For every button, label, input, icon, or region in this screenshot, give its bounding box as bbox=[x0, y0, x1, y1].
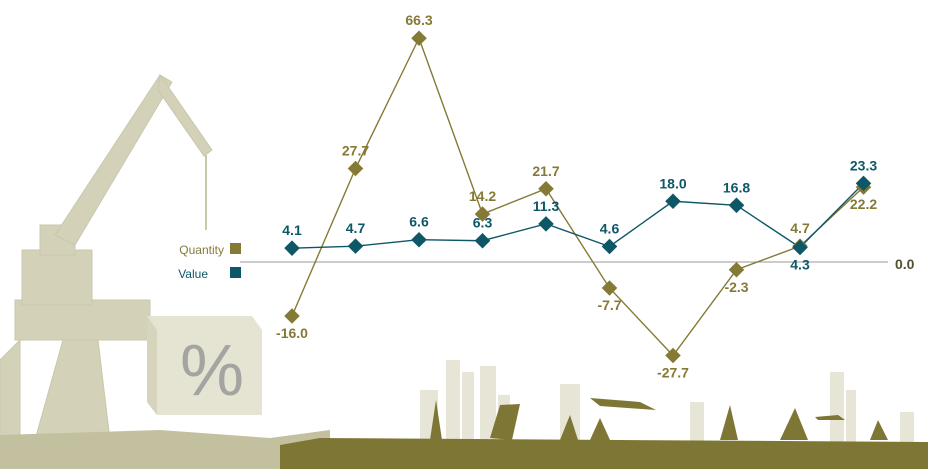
data-label-value: 4.7 bbox=[346, 220, 366, 236]
legend-swatch-quantity bbox=[230, 243, 241, 254]
data-point-quantity bbox=[284, 308, 300, 324]
data-label-quantity: -2.3 bbox=[724, 279, 748, 295]
data-label-quantity: 22.2 bbox=[850, 196, 877, 212]
data-point-quantity bbox=[538, 180, 554, 197]
data-label-quantity: 4.7 bbox=[790, 220, 810, 236]
data-point-value bbox=[538, 216, 554, 232]
data-point-value bbox=[601, 238, 618, 255]
data-point-quantity bbox=[411, 30, 427, 47]
data-point-value bbox=[284, 240, 300, 256]
harbor-crane-illustration bbox=[0, 73, 213, 461]
data-label-value: 4.1 bbox=[282, 222, 302, 238]
data-label-quantity: 21.7 bbox=[532, 163, 559, 179]
data-label-value: 6.6 bbox=[409, 214, 429, 230]
data-label-value: 4.6 bbox=[600, 220, 620, 236]
data-point-value bbox=[474, 232, 491, 249]
legend: Quantity Value bbox=[178, 243, 241, 281]
data-point-value bbox=[665, 193, 681, 210]
data-label-value: 23.3 bbox=[850, 157, 877, 173]
data-label-quantity: -16.0 bbox=[276, 325, 308, 341]
data-point-value bbox=[728, 197, 745, 214]
port-silhouette-illustration bbox=[0, 398, 928, 469]
data-label-quantity: -27.7 bbox=[657, 364, 689, 380]
data-label-quantity: -7.7 bbox=[597, 297, 621, 313]
zero-label: 0.0 bbox=[895, 256, 915, 272]
data-point-value bbox=[792, 239, 808, 256]
data-label-value: 6.3 bbox=[473, 215, 493, 231]
data-label-value: 4.3 bbox=[790, 256, 810, 272]
series-line-value bbox=[291, 182, 864, 249]
plot-area: -16.0 27.7 66.3 14.2 21.7 -7.7 -27.7 -2.3 4.7 22.… bbox=[276, 12, 877, 380]
data-label-quantity: 66.3 bbox=[405, 12, 432, 28]
percent-box-illustration: % bbox=[147, 316, 262, 415]
data-point-value bbox=[855, 175, 872, 192]
data-point-quantity bbox=[474, 206, 491, 222]
data-point-quantity bbox=[728, 261, 745, 278]
data-label-quantity: 14.2 bbox=[469, 188, 496, 204]
legend-label-value: Value bbox=[178, 267, 208, 281]
data-point-quantity bbox=[347, 160, 364, 177]
city-skyline-illustration bbox=[420, 360, 914, 450]
data-label-value: 18.0 bbox=[659, 175, 686, 191]
data-label-value: 11.3 bbox=[533, 198, 560, 214]
data-label-value: 16.8 bbox=[723, 179, 750, 195]
percent-symbol: % bbox=[180, 331, 244, 411]
data-label-quantity: 27.7 bbox=[342, 143, 369, 159]
legend-swatch-value bbox=[230, 267, 241, 278]
series-line-quantity bbox=[291, 36, 864, 357]
data-point-value bbox=[411, 231, 427, 248]
legend-label-quantity: Quantity bbox=[179, 243, 224, 257]
data-point-value bbox=[347, 238, 364, 254]
